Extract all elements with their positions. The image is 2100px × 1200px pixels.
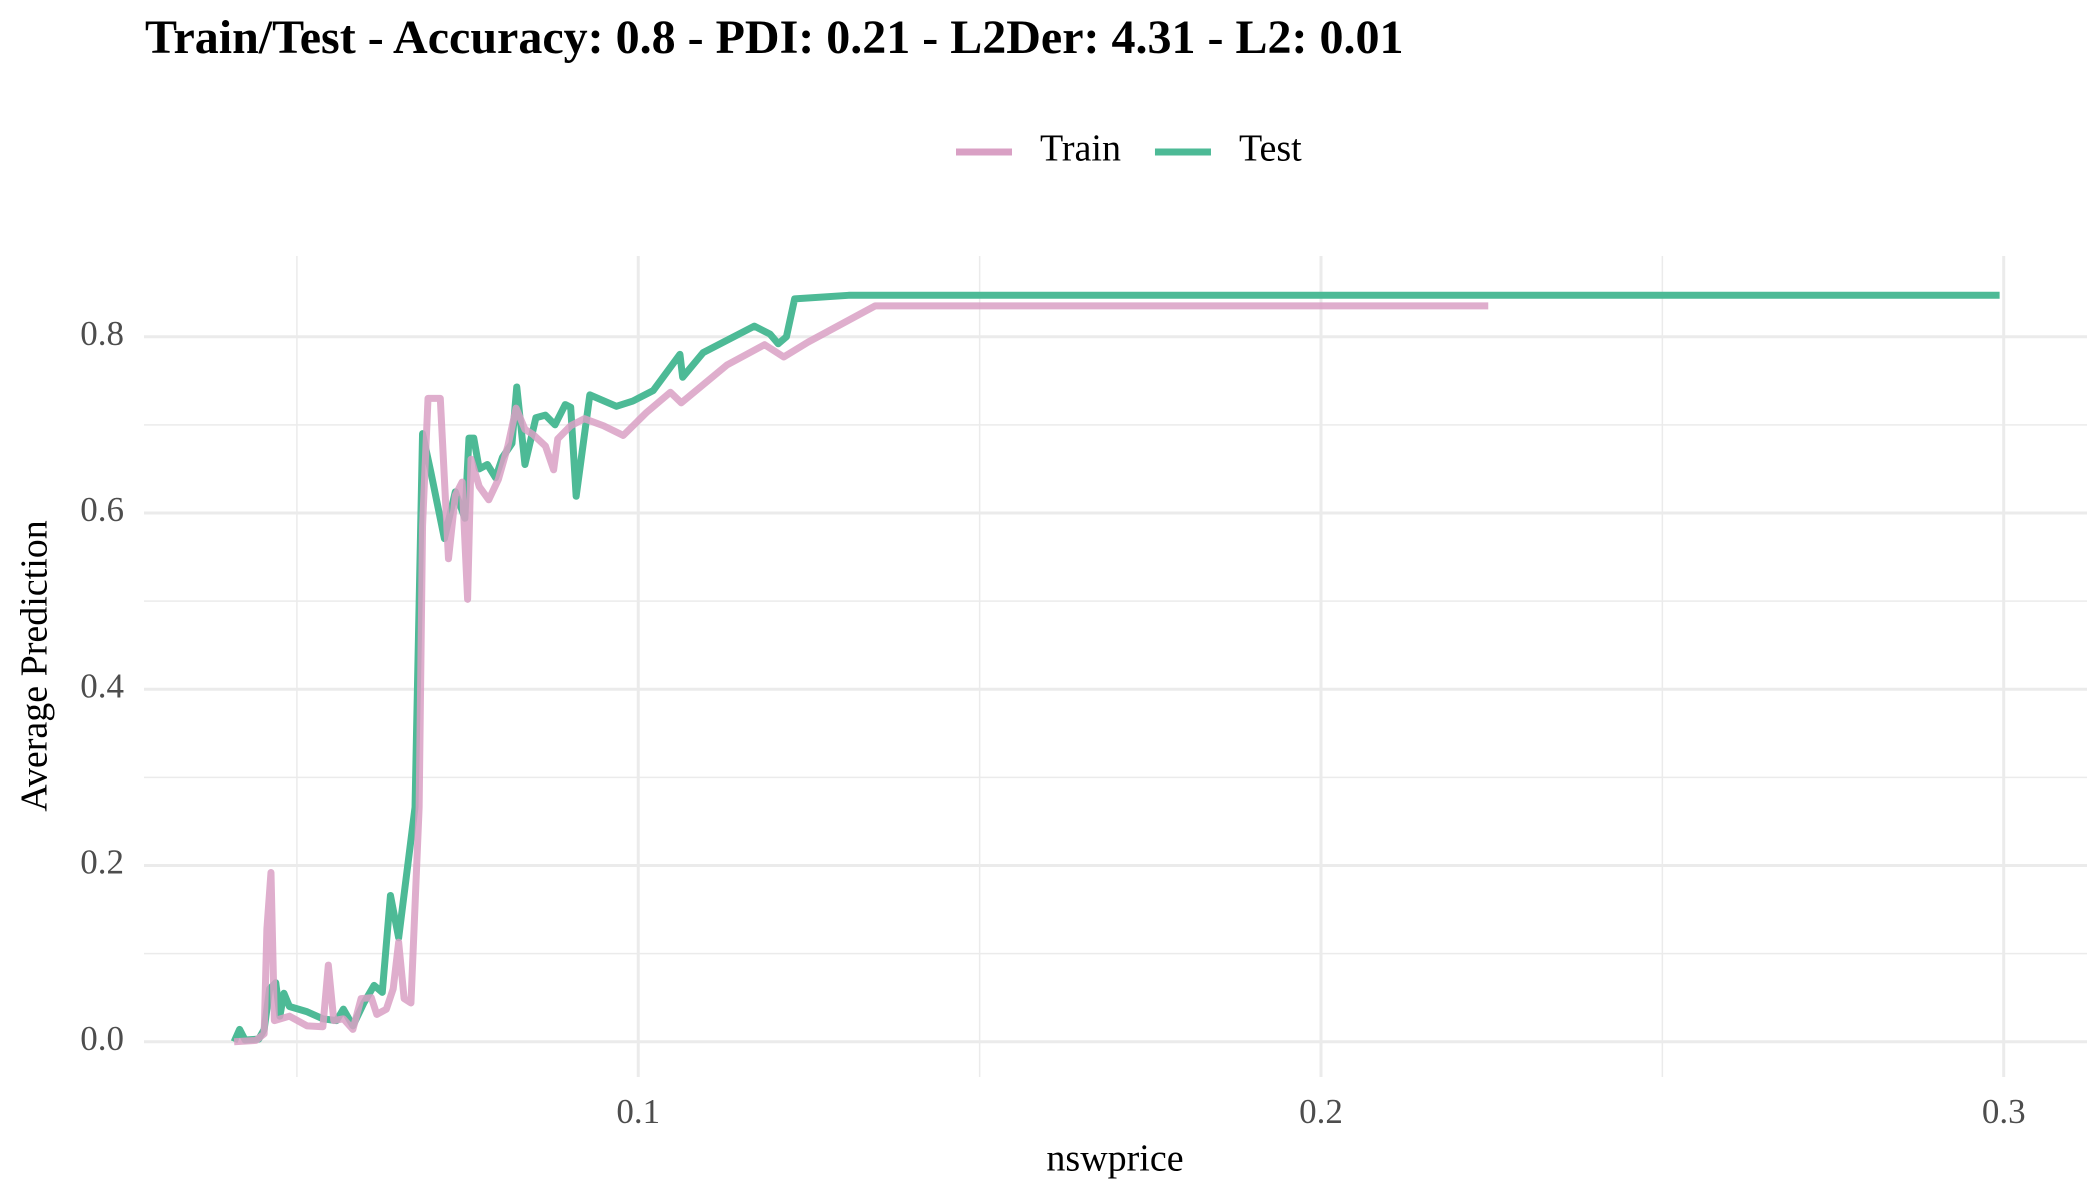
y-tick-label: 0.6 <box>80 490 124 529</box>
y-tick-label: 0.8 <box>80 314 124 353</box>
y-tick-label: 0.4 <box>80 666 124 705</box>
series-line <box>230 291 2000 1044</box>
x-axis-title: nswprice <box>1046 1138 1183 1180</box>
plot-lines <box>230 291 2000 1046</box>
legend: Train Test <box>956 128 1302 170</box>
legend-label: Test <box>1239 128 1302 170</box>
y-tick-label: 0.0 <box>80 1019 124 1058</box>
legend-label: Train <box>1040 128 1121 170</box>
x-tick-label: 0.2 <box>1299 1092 1343 1131</box>
series-line <box>233 302 1489 1046</box>
y-tick-label: 0.2 <box>80 843 124 882</box>
x-tick-label: 0.3 <box>1982 1092 2026 1131</box>
x-tick-label: 0.1 <box>616 1092 660 1131</box>
chart-title: Train/Test - Accuracy: 0.8 - PDI: 0.21 -… <box>145 11 1403 64</box>
y-axis-title: Average Prediction <box>14 520 56 812</box>
grid: 0.1 0.2 0.3 0.0 0.2 0.4 0.6 0.8 <box>80 256 2087 1131</box>
